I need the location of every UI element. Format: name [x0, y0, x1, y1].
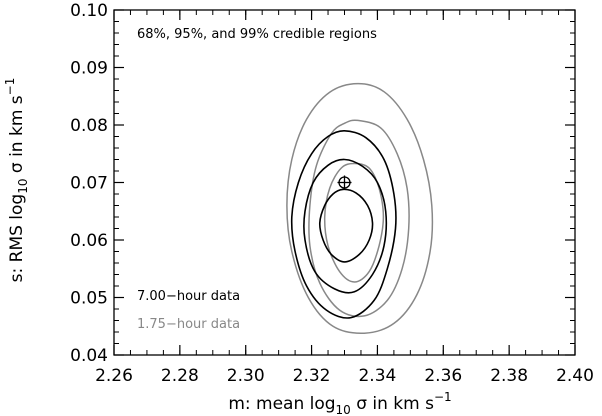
best-fit-marker — [337, 175, 352, 190]
y-tick-label: 0.04 — [70, 346, 108, 366]
x-tick-label: 2.38 — [490, 366, 528, 386]
y-tick-label: 0.07 — [70, 174, 108, 194]
contour-1-75h-95pct — [308, 119, 410, 318]
y-axis-title: s: RMS log10 σ in km s−1 — [3, 78, 30, 283]
x-axis-title-prefix: m: mean log — [228, 394, 335, 414]
x-tick-label: 2.36 — [424, 366, 462, 386]
y-tick-label: 0.08 — [70, 116, 108, 136]
contour-7h-95pct — [303, 158, 388, 294]
y-tick-label: 0.05 — [70, 289, 108, 309]
contour-layer — [286, 82, 434, 335]
y-tick-label: 0.09 — [70, 59, 108, 79]
legend-entry-7-hour: 7.00−hour data — [137, 289, 240, 304]
contour-7h-68pct — [318, 188, 374, 263]
x-axis-title-sup: −1 — [434, 390, 452, 404]
axis-ticks: 2.26 2.28 2.30 2.32 2.34 2.36 2.38 2.40 0.04 0.05… — [70, 1, 594, 386]
x-axis-title-suffix: σ in km s — [351, 394, 434, 414]
x-tick-label: 2.34 — [358, 366, 396, 386]
y-axis-title-prefix: s: RMS log — [7, 194, 27, 283]
contour-1-75h-99pct — [286, 82, 434, 335]
contour-7h-99pct — [290, 129, 397, 319]
x-tick-label: 2.28 — [161, 366, 199, 386]
credible-regions-annotation: 68%, 95%, and 99% credible regions — [137, 27, 377, 42]
y-tick-label: 0.06 — [70, 231, 108, 251]
x-axis-title-sub: 10 — [336, 403, 351, 416]
y-axis-title-sup: −1 — [3, 78, 17, 96]
y-tick-label: 0.10 — [70, 1, 108, 21]
x-tick-label: 2.32 — [293, 366, 331, 386]
y-axis-title-suffix: σ in km s — [7, 95, 27, 178]
legend-entry-1-75-hour: 1.75−hour data — [137, 317, 240, 332]
x-tick-label: 2.30 — [227, 366, 265, 386]
y-axis-title-sub: 10 — [16, 179, 30, 194]
x-tick-label: 2.40 — [556, 366, 594, 386]
x-axis-title: m: mean log10 σ in km s−1 — [228, 390, 451, 416]
x-tick-label: 2.26 — [95, 366, 133, 386]
contour-1-75h-68pct — [323, 162, 385, 283]
